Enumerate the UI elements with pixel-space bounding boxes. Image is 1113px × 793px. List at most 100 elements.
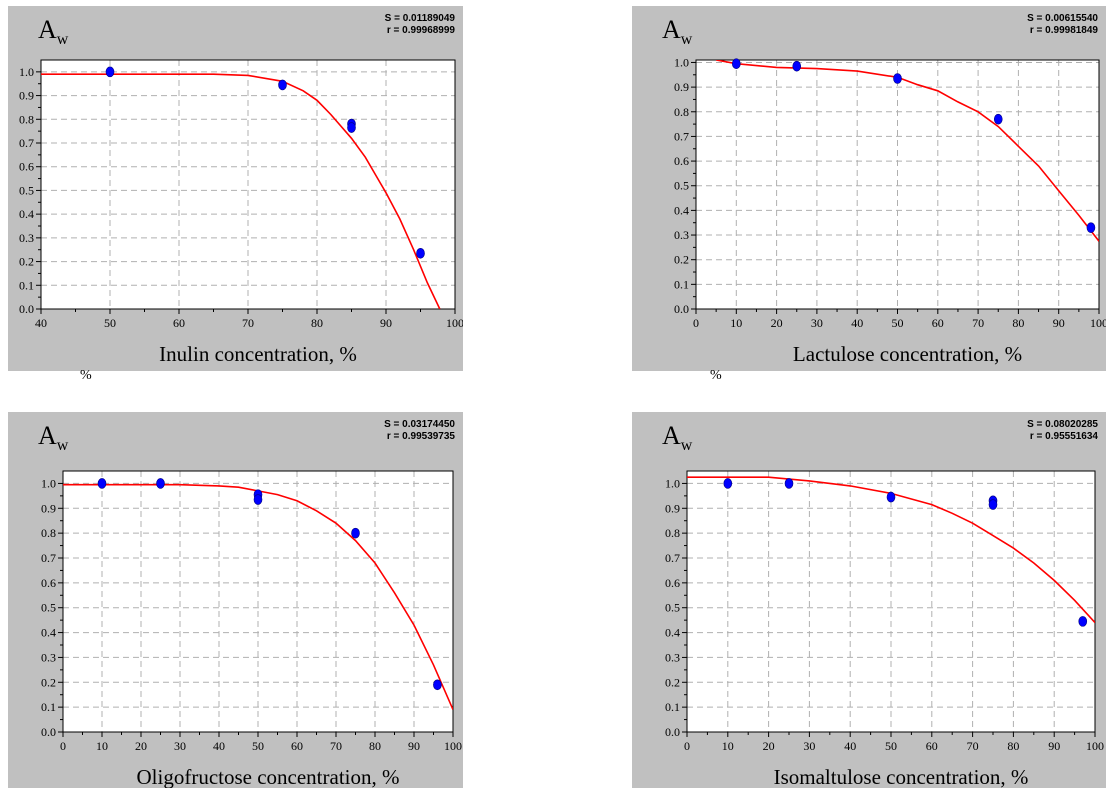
- y-tick-label-6: 0.6: [41, 576, 56, 590]
- y-tick-label-7: 0.7: [41, 551, 56, 565]
- x-axis-title: Isomaltulose concentration, %: [774, 765, 1029, 788]
- x-tick-label-2: 20: [763, 739, 775, 753]
- data-point-0: [732, 58, 741, 69]
- y-tick-label-0: 0.0: [41, 725, 56, 739]
- x-tick-label-0: 0: [60, 739, 66, 753]
- data-point-2: [886, 491, 896, 503]
- data-point-3: [253, 494, 263, 505]
- x-tick-label-5: 50: [885, 739, 897, 753]
- x-tick-label-1: 10: [96, 739, 108, 753]
- y-axis-label-main: A: [662, 15, 681, 44]
- y-tick-label-6: 0.6: [19, 160, 34, 174]
- x-tick-label-0: 0: [684, 739, 690, 753]
- y-tick-label-7: 0.7: [19, 136, 34, 150]
- y-tick-label-1: 0.1: [674, 277, 689, 291]
- stat-line-1: r = 0.99539735: [387, 431, 456, 442]
- y-tick-label-7: 0.7: [674, 129, 689, 143]
- data-point-2: [893, 73, 902, 84]
- y-axis-label: Aw: [662, 421, 693, 454]
- x-tick-label-8: 80: [369, 739, 381, 753]
- y-tick-label-3: 0.3: [665, 650, 680, 664]
- x-tick-label-8: 80: [1007, 739, 1019, 753]
- y-axis-label-main: A: [662, 421, 681, 450]
- y-tick-label-8: 0.8: [674, 105, 689, 119]
- fit-curve: [63, 483, 453, 710]
- x-tick-label-6: 60: [926, 739, 938, 753]
- x-tick-label-1: 10: [730, 316, 742, 330]
- y-tick-label-6: 0.6: [665, 576, 680, 590]
- y-axis-label: Aw: [662, 15, 693, 48]
- x-tick-label-6: 60: [291, 739, 303, 753]
- chart-panel-isomaltulose: Aw S = 0.08020285 r = 0.95551634 0.0 0.1 0.2 0…: [632, 412, 1106, 789]
- fit-curve: [687, 476, 1095, 624]
- y-tick-label-5: 0.5: [19, 183, 34, 197]
- x-tick-label-3: 30: [811, 316, 823, 330]
- data-point-5: [1078, 616, 1088, 627]
- y-tick-label-2: 0.2: [665, 675, 680, 689]
- x-tick-label-5: 50: [252, 739, 264, 753]
- y-tick-label-9: 0.9: [665, 501, 680, 515]
- x-tick-label-3: 30: [803, 739, 815, 753]
- y-axis-label-subscript: w: [57, 437, 69, 454]
- data-point-1: [278, 79, 287, 91]
- x-tick-label-10: 100: [444, 739, 462, 753]
- x-tick-label-4: 40: [844, 739, 856, 753]
- chart-panel-lactulose: Aw S = 0.00615540 r = 0.99981849 0.0 0.1 0.2 0…: [632, 6, 1108, 371]
- data-point-0: [723, 478, 733, 489]
- x-tick-label-9: 90: [1053, 316, 1065, 330]
- stat-line-0: S = 0.03174450: [384, 419, 455, 430]
- y-tick-label-1: 0.1: [19, 278, 34, 292]
- stat-line-1: r = 0.95551634: [1030, 431, 1099, 442]
- y-tick-label-5: 0.5: [665, 601, 680, 615]
- y-tick-label-4: 0.4: [19, 207, 34, 221]
- x-tick-label-3: 30: [174, 739, 186, 753]
- y-axis-label-subscript: w: [681, 437, 693, 454]
- y-tick-label-10: 1.0: [19, 65, 34, 79]
- x-tick-label-0: 0: [693, 316, 699, 330]
- x-axis-title: Oligofructose concentration, %: [137, 765, 400, 788]
- y-tick-label-1: 0.1: [41, 700, 56, 714]
- y-tick-label-7: 0.7: [665, 551, 680, 565]
- x-tick-label-7: 70: [330, 739, 342, 753]
- data-point-3: [993, 113, 1003, 125]
- data-point-5: [433, 679, 442, 691]
- x-tick-label-7: 70: [967, 739, 979, 753]
- y-tick-label-8: 0.8: [665, 526, 680, 540]
- stray-percent-mark-left: %: [80, 368, 92, 383]
- y-tick-label-0: 0.0: [674, 302, 689, 316]
- y-axis-label-subscript: w: [57, 31, 69, 48]
- data-point-4: [988, 499, 998, 510]
- y-tick-label-3: 0.3: [41, 650, 56, 664]
- x-tick-label-0: 40: [35, 316, 47, 330]
- stat-line-0: S = 0.08020285: [1027, 419, 1098, 430]
- y-tick-label-5: 0.5: [674, 179, 689, 193]
- x-tick-label-3: 70: [242, 316, 254, 330]
- x-tick-label-10: 100: [1086, 739, 1104, 753]
- data-point-4: [1086, 222, 1096, 233]
- stat-line-1: r = 0.99981849: [1030, 25, 1099, 36]
- x-tick-label-2: 20: [135, 739, 147, 753]
- x-tick-label-9: 90: [408, 739, 420, 753]
- x-tick-label-4: 80: [311, 316, 323, 330]
- y-tick-label-1: 0.1: [665, 700, 680, 714]
- y-tick-label-10: 1.0: [41, 476, 56, 490]
- x-tick-label-4: 40: [213, 739, 225, 753]
- y-axis-label-main: A: [38, 15, 57, 44]
- x-tick-label-1: 50: [104, 316, 116, 330]
- x-tick-label-1: 10: [722, 739, 734, 753]
- y-axis-label: Aw: [38, 15, 69, 48]
- chart-panel-inulin: Aw S = 0.01189049 r = 0.99968999 0.0 0.1 0.2 0…: [8, 6, 464, 371]
- fit-curve: [41, 73, 441, 309]
- data-point-4: [351, 527, 360, 539]
- data-point-1: [156, 478, 165, 489]
- x-axis-title: Inulin concentration, %: [159, 342, 357, 366]
- x-tick-label-2: 60: [173, 316, 185, 330]
- y-tick-label-5: 0.5: [41, 601, 56, 615]
- y-axis-label: Aw: [38, 421, 69, 454]
- y-tick-label-4: 0.4: [665, 626, 680, 640]
- x-tick-label-10: 100: [1090, 316, 1106, 330]
- x-tick-label-5: 50: [892, 316, 904, 330]
